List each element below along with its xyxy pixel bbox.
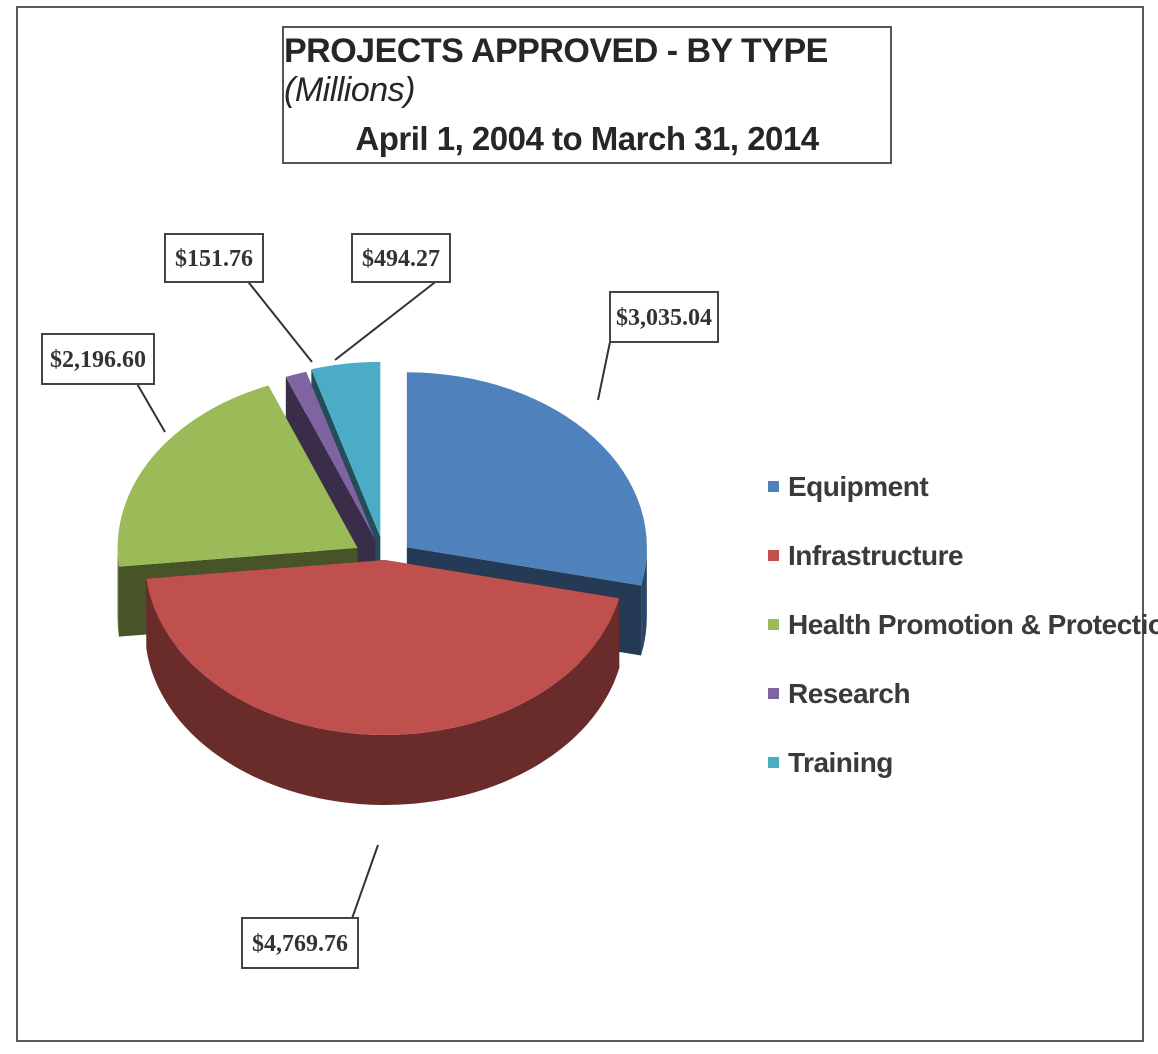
pie-slice-top [285,371,376,540]
pie-slices [117,361,647,805]
legend-label: Equipment [788,470,929,502]
legend-item-equipment: Equipment [768,452,1158,521]
data-label-text: $2,196.60 [50,347,146,373]
legend-swatch [768,481,779,492]
legend-swatch [768,619,779,630]
pie-slice-rim [641,547,647,656]
pie-slice-top [406,372,647,586]
leader-line-research [247,281,313,363]
pie-slice-rim [146,578,620,805]
pie-slice-top [117,385,358,567]
leader-line-training [334,281,436,361]
data-label-text: $151.76 [175,246,253,272]
legend-label: Infrastructure [788,539,964,571]
legend-item-infrastructure: Infrastructure [768,521,1158,590]
data-label-health-promotion-protection: $2,196.60 [41,333,155,385]
legend-item-health-promotion-protection: Health Promotion & Protection [768,590,1158,659]
leader-lines [136,281,611,919]
pie-slice-top [311,361,381,537]
leader-line-infrastructure [351,844,379,919]
legend-label: Research [788,677,911,709]
data-label-text: $494.27 [362,246,440,272]
data-label-infrastructure: $4,769.76 [241,917,359,969]
data-label-research: $151.76 [164,233,264,283]
data-label-equipment: $3,035.04 [609,291,719,343]
pie-slice-top [146,560,620,735]
data-label-text: $3,035.04 [616,305,712,331]
data-label-training: $494.27 [351,233,451,283]
data-label-text: $4,769.76 [252,931,348,957]
chart-title: PROJECTS APPROVED - BY TYPE (Millions) [284,32,828,109]
data-labels: $3,035.04 $4,769.76 $2,196.60 $151.76 $494.2… [41,233,719,969]
pie-slice-infrastructure [146,560,620,805]
data-label-box [351,233,451,283]
legend-item-training: Training [768,728,1158,797]
legend-swatch [768,550,779,561]
data-label-box [609,291,719,343]
chart-subtitle: April 1, 2004 to March 31, 2014 [355,120,819,157]
legend-swatch [768,757,779,768]
legend-item-research: Research [768,659,1158,728]
leader-line-health-promotion-protection [136,383,166,433]
legend-label: Health Promotion & Protection [788,608,1158,640]
chart-title-unit: (Millions) [284,71,416,109]
legend-label: Training [788,746,893,778]
legend: Equipment Infrastructure Health Promotion … [768,452,1158,797]
data-label-box [241,917,359,969]
chart-title-box: PROJECTS APPROVED - BY TYPE (Millions) A… [282,26,892,164]
data-label-box [41,333,155,385]
pie-slice-rim [117,547,119,637]
data-label-box [164,233,264,283]
legend-swatch [768,688,779,699]
leader-line-equipment [597,341,611,401]
